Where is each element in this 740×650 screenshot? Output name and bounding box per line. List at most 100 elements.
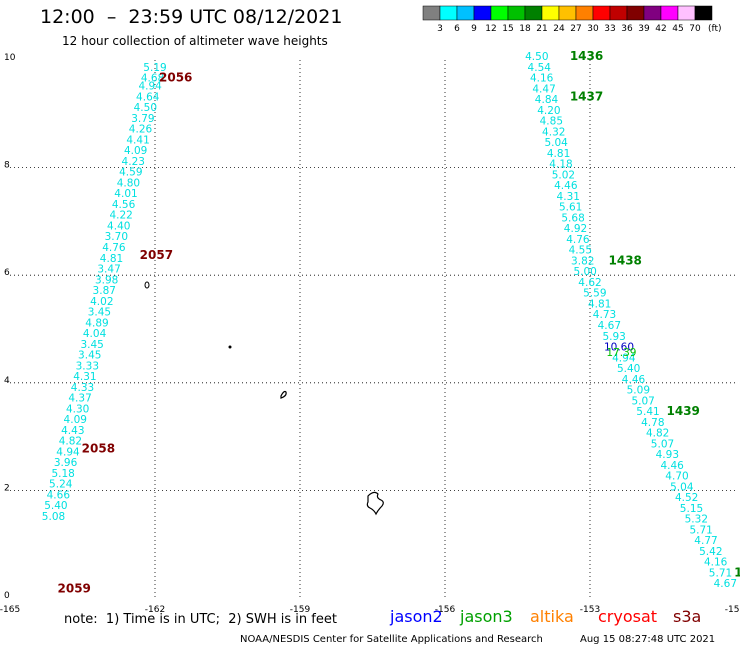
- x-tick-label: -156: [435, 605, 456, 615]
- data-point-label: 4.31: [73, 371, 96, 383]
- data-point-label: 4.82: [646, 428, 669, 440]
- data-point-label: 4.50: [134, 102, 157, 114]
- chart-grid: [10, 60, 735, 598]
- data-point-label: 4.68: [141, 73, 164, 85]
- y-tick-label: 2: [4, 483, 10, 493]
- data-point-label: 4.41: [126, 134, 149, 146]
- legend-swatch: [439, 5, 458, 21]
- legend-label: 6: [454, 24, 460, 34]
- data-point-label: 4.26: [129, 124, 153, 136]
- data-point-label: 5.09: [627, 385, 650, 397]
- data-point-label: 3.98: [95, 274, 118, 286]
- legend-label: 3: [437, 24, 443, 34]
- data-point-label: 5.59: [583, 288, 606, 300]
- data-point-label: 17.39: [606, 347, 636, 359]
- chart-subtitle: 12 hour collection of altimeter wave hei…: [62, 34, 328, 48]
- legend-swatch: [626, 5, 645, 21]
- data-point-label: 3.87: [93, 285, 116, 297]
- data-point-label: 3.45: [80, 339, 103, 351]
- footer-timestamp: Aug 15 08:27:48 UTC 2021: [580, 634, 716, 645]
- legend-swatch: [422, 5, 441, 21]
- data-point-label: 5.71: [709, 567, 732, 579]
- data-point-label: 4.32: [542, 126, 565, 138]
- data-point-label: 3.45: [78, 350, 101, 362]
- time-labels: 2056 2057 2058 2059 1436 1437 1438 1439 1440: [58, 49, 740, 596]
- x-tick-label: -153: [580, 605, 600, 615]
- data-point-label: 4.73: [593, 309, 616, 321]
- data-point-label: 5.61: [559, 202, 582, 214]
- data-point-label: 4.46: [622, 374, 646, 386]
- data-point-label: 5.04: [670, 481, 694, 493]
- data-point-label: 5.93: [602, 331, 625, 343]
- data-point-label: 5.42: [699, 546, 722, 558]
- legend-label: 42: [655, 24, 666, 34]
- satellite-jason3: jason3: [460, 607, 513, 626]
- data-point-label: 3.47: [97, 264, 120, 276]
- island-outline: [144, 281, 150, 289]
- data-point-label: 5.07: [631, 395, 654, 407]
- x-tick-label: -150: [725, 605, 740, 615]
- data-point-label: 4.64: [136, 91, 160, 103]
- chart-title: 12:00 – 23:59 UTC 08/12/2021: [40, 6, 343, 28]
- legend-label: 12: [485, 24, 496, 34]
- data-points: 5.194.684.944.644.503.794.264.414.094.23…: [42, 51, 737, 590]
- legend-swatch: [524, 5, 543, 21]
- data-point-label: 4.93: [656, 449, 679, 461]
- data-point-label: 5.68: [561, 212, 584, 224]
- data-point-label: 4.62: [578, 277, 601, 289]
- legend-swatch: [558, 5, 577, 21]
- legend-label: 33: [604, 24, 615, 34]
- color-legend: 3 6 9 12 15 18 21 24 27 30 33 36 39 42 45 70 (ft): [422, 5, 722, 34]
- legend-label: 70: [689, 24, 701, 34]
- data-point-label: 4.20: [537, 105, 560, 117]
- legend-swatch: [490, 5, 509, 21]
- legend-swatch: [456, 5, 475, 21]
- data-point-label: 5.04: [544, 137, 568, 149]
- data-point-label: 4.81: [547, 148, 570, 160]
- legend-swatch: [592, 5, 611, 21]
- legend-swatch: [507, 5, 526, 21]
- data-point-label: 4.54: [528, 62, 552, 74]
- data-point-label: 4.67: [714, 578, 737, 590]
- data-point-label: 4.94: [56, 446, 80, 458]
- data-point-label: 3.33: [76, 360, 99, 372]
- legend-label: 27: [570, 24, 581, 34]
- chart-axes: -165 -162 -159 -156 -153 -150 0 2 4 6 8 10: [0, 53, 740, 615]
- data-point-label: 4.59: [119, 167, 142, 179]
- data-point-label: 4.66: [47, 489, 71, 501]
- data-point-label: 5.15: [680, 503, 703, 515]
- footer-credit: NOAA/NESDIS Center for Satellite Applica…: [240, 634, 543, 645]
- data-point-label: 4.01: [114, 188, 137, 200]
- data-point-label: 5.40: [44, 500, 67, 512]
- data-point-label: 10.60: [604, 342, 634, 354]
- legend-swatch: [609, 5, 628, 21]
- island-outline: [280, 390, 287, 399]
- island-outline: [228, 345, 232, 349]
- data-point-label: 4.31: [557, 191, 580, 203]
- data-point-label: 5.02: [552, 169, 575, 181]
- legend-swatch: [643, 5, 662, 21]
- data-point-label: 4.81: [100, 253, 123, 265]
- data-point-label: 5.41: [636, 406, 659, 418]
- legend-swatch: [694, 5, 713, 21]
- data-point-label: 5.40: [617, 363, 640, 375]
- data-point-label: 4.76: [566, 234, 590, 246]
- data-point-label: 5.19: [143, 62, 166, 74]
- data-point-label: 4.94: [612, 352, 636, 364]
- time-label: 1440: [734, 565, 740, 579]
- y-tick-label: 8: [4, 161, 10, 171]
- data-point-label: 4.09: [64, 414, 87, 426]
- data-point-label: 4.02: [90, 296, 113, 308]
- data-point-label: 4.43: [61, 425, 84, 437]
- data-point-label: 5.32: [685, 514, 708, 526]
- data-point-label: 4.81: [588, 298, 611, 310]
- time-label: 1436: [570, 49, 603, 63]
- data-point-label: 5.18: [51, 468, 74, 480]
- data-point-label: 4.16: [704, 557, 728, 569]
- data-point-label: 4.85: [540, 116, 563, 128]
- legend-label: 9: [471, 24, 477, 34]
- island-outlines: [144, 281, 384, 516]
- legend-label: 45: [672, 24, 683, 34]
- data-point-label: 3.96: [54, 457, 78, 469]
- y-tick-label: 0: [4, 591, 10, 601]
